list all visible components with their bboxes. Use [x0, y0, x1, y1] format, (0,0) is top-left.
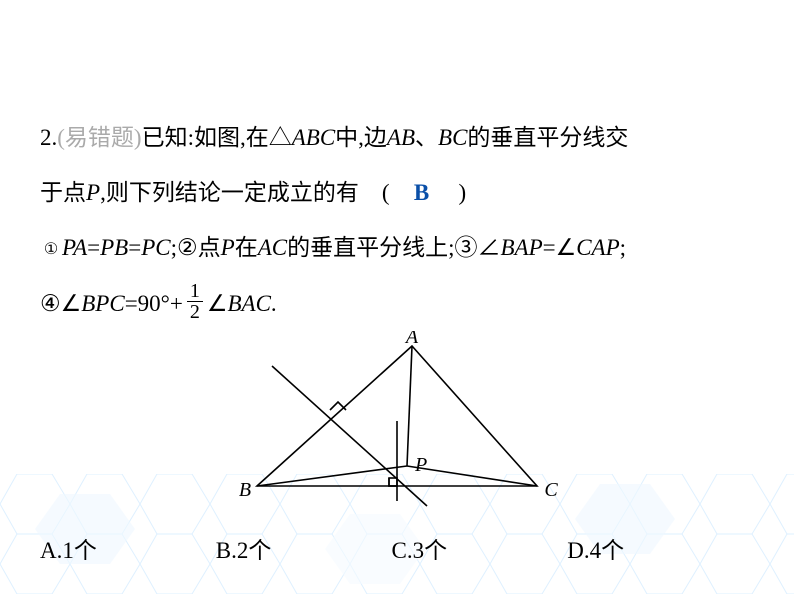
conditions-line-1: ①PA=PB=PC;②点P在AC的垂直平分线上;③∠BAP=∠CAP; [40, 220, 754, 275]
t: 中,边 [335, 125, 387, 150]
label-P: P [414, 454, 427, 476]
t: = [128, 235, 141, 260]
t: 已知:如图,在△ [142, 125, 292, 150]
t: PA [62, 235, 87, 260]
label-B: B [239, 479, 251, 501]
t: PB [100, 235, 128, 260]
triangle-figure: A B C P [217, 331, 577, 511]
option-D: D.4个 [567, 531, 737, 565]
frac-den: 2 [187, 302, 203, 322]
t: 、 [415, 125, 438, 150]
t: =90°+ [125, 291, 183, 316]
t: 在 [235, 235, 258, 260]
t: ; [620, 235, 626, 260]
t: = [87, 235, 100, 260]
label-C: C [544, 479, 558, 501]
label-A: A [404, 331, 419, 348]
cond3-icon: ③ [454, 235, 477, 260]
t: 点 [198, 235, 221, 260]
option-B: B.2个 [216, 531, 386, 565]
t: P [221, 235, 235, 260]
t: ∠ [477, 235, 500, 260]
t: BC [438, 125, 467, 150]
t: 的垂直平分线上; [287, 235, 454, 260]
stem-line-2: 于点P,则下列结论一定成立的有 ( ) B [40, 165, 754, 220]
t: PC [141, 235, 170, 260]
t: 于点 [40, 180, 86, 205]
t: . [271, 291, 277, 316]
t: BAC [227, 291, 270, 316]
t: AB [387, 125, 415, 150]
options-row: A.1个 B.2个 C.3个 D.4个 [40, 511, 754, 565]
cond2-icon: ② [177, 235, 198, 260]
t: ,则下列结论一定成立的有 ( ) [100, 180, 466, 205]
conditions-line-2: ④∠BPC=90°+12∠BAC. [40, 276, 754, 331]
question-number: 2. [40, 125, 57, 150]
t: ABC [292, 125, 335, 150]
answer-letter: B [414, 180, 429, 205]
t: AC [258, 235, 287, 260]
t: P [86, 180, 100, 205]
t: 的垂直平分线交 [467, 125, 628, 150]
t: =∠ [543, 235, 577, 260]
t: BPC [81, 291, 124, 316]
t: BAP [500, 235, 542, 260]
t: ∠ [61, 291, 82, 316]
t: CAP [576, 235, 619, 260]
frac-num: 1 [187, 281, 203, 302]
question-tag: (易错题) [57, 125, 141, 150]
stem-line-1: 2.(易错题)已知:如图,在△ABC中,边AB、BC的垂直平分线交 [40, 110, 754, 165]
question-content: 2.(易错题)已知:如图,在△ABC中,边AB、BC的垂直平分线交 于点P,则下… [0, 0, 794, 585]
option-A: A.1个 [40, 531, 210, 565]
fraction-half: 12 [187, 281, 203, 322]
cond4-icon: ④ [40, 291, 61, 316]
cond1-icon: ① [40, 240, 62, 262]
option-C: C.3个 [392, 531, 562, 565]
t: ∠ [207, 291, 228, 316]
